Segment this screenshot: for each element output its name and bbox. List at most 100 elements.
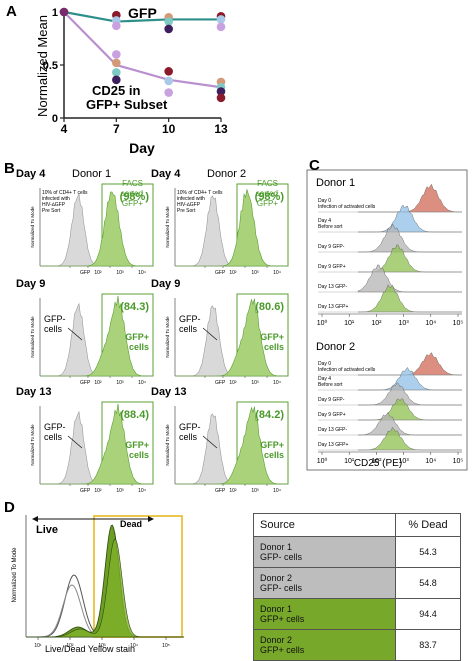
table-value-cell: 54.8: [395, 567, 461, 599]
pointer-line: [202, 327, 218, 341]
y-axis-label: Normalized To Mode: [30, 206, 35, 248]
facs-sorted-note: FACS: [122, 179, 143, 188]
gfp-histogram-panel: Day 4 Donor 2 Normalized To Mode 10² 10³ 10⁴ G…: [151, 168, 289, 276]
data-point: [164, 24, 173, 34]
pointer-line: [67, 327, 83, 341]
table-source-cell: Donor 2 GFP+ cells: [253, 629, 396, 661]
facs-sorted-note: sorted: [121, 189, 143, 198]
row-label: Day 13 GFP-: [318, 427, 348, 433]
row-label: Infection of activated cells: [318, 367, 376, 373]
y-tick-label: 0.5: [43, 60, 58, 72]
gfp-minus-label: cells: [179, 432, 198, 442]
table-value-cell: 54.3: [395, 536, 461, 568]
x-tick-label: 10⁵: [453, 320, 464, 327]
x-tick-label: 7: [113, 122, 120, 136]
y-axis-label: Normalized To Mode: [165, 424, 170, 466]
x-tick-label: 10⁴: [425, 458, 436, 465]
x-tick-label: 10¹: [344, 320, 355, 327]
data-point: [59, 7, 69, 17]
gfp-histogram-panel: Day 4 Donor 1 Normalized To Mode 10² 10³ 10⁴ G…: [16, 168, 154, 276]
gated-percent: (98%): [255, 191, 285, 203]
facs-sorted-note: sorted: [256, 189, 278, 198]
day-label: Day 9: [151, 278, 180, 290]
gfp-plus-label: GFP+: [260, 332, 284, 342]
gfp-plus-label: GFP+: [125, 440, 149, 450]
y-axis-label: Normalized To Mode: [30, 424, 35, 466]
source-line2: GFP- cells: [260, 583, 303, 593]
gfp-positive-histogram: [40, 295, 153, 377]
x-tick-label: 10⁴: [425, 320, 436, 327]
x-tick-label: 10⁴: [130, 643, 138, 649]
gfp-plus-label: GFP+: [260, 440, 284, 450]
x-tick-label: 10¹: [34, 643, 42, 649]
x-tick-label: 4: [61, 122, 68, 136]
data-point: [112, 75, 121, 85]
pre-sort-note: infected with: [177, 196, 205, 202]
pre-sort-note: infected with: [42, 196, 70, 202]
table-source-cell: Donor 1 GFP- cells: [253, 536, 396, 568]
table-value-cell: 83.7: [395, 629, 461, 661]
table-row: Donor 1 GFP- cells 54.3: [253, 536, 461, 568]
row-label: Day 4: [318, 218, 331, 224]
x-tick-label: 10³: [116, 270, 124, 276]
pre-sort-note: 10% of CD4+ T cells: [42, 190, 88, 196]
x-tick-label: 10⁰: [317, 457, 328, 465]
live-label: Live: [36, 524, 58, 536]
table-header-source: Source: [253, 513, 396, 537]
x-tick-label: 10³: [399, 320, 410, 327]
data-point: [164, 76, 173, 86]
gfp-series-label: GFP: [128, 5, 157, 21]
row-label: Day 0: [318, 361, 331, 367]
gfp-positive-histogram: [40, 403, 153, 485]
x-axis-label: GFP: [80, 270, 91, 276]
gated-percent: (88.4): [120, 409, 149, 421]
data-point: [216, 93, 226, 103]
row-label: Day 9 GFP-: [318, 244, 345, 250]
x-tick-label: 10⁵: [162, 643, 170, 649]
gfp-positive-histogram: [175, 189, 288, 267]
x-tick-label: 10²: [229, 270, 237, 276]
source-line1: Donor 1: [260, 542, 293, 552]
source-line2: GFP+ cells: [260, 645, 305, 655]
row-label: Infection of activated cells: [318, 204, 376, 210]
source-line1: Donor 2: [260, 573, 293, 583]
pre-sort-note: Pre Sort: [42, 208, 61, 214]
pre-sort-note: Pre Sort: [177, 208, 196, 214]
gfp-histogram-panel: Day 13 Normalized To Mode 10² 10³ 10⁴ GFP (88.…: [16, 386, 154, 494]
x-tick-label: 13: [214, 122, 228, 136]
facs-sorted-note: GFP+: [257, 199, 278, 208]
gfp-minus-label: cells: [44, 432, 63, 442]
donor-label: Donor 2: [207, 168, 246, 180]
gfp-plus-label: cells: [264, 342, 284, 352]
gated-percent: (84.3): [120, 301, 149, 313]
table-row: Donor 1 GFP+ cells 94.4: [253, 598, 461, 630]
table-value-cell: 94.4: [395, 598, 461, 630]
x-tick-label: 10⁴: [138, 270, 146, 276]
x-tick-label: 10²: [66, 643, 74, 649]
pre-sort-note: 10% of CD4+ T cells: [177, 190, 223, 196]
day-label: Day 13: [151, 386, 186, 398]
row-label: Day 9 GFP-: [318, 397, 345, 403]
gfp-histogram-panel: Day 9 Normalized To Mode 10² 10³ 10⁴ GFP (84.3…: [16, 278, 154, 386]
gfp-minus-label: GFP-: [44, 314, 66, 324]
x-axis-label: GFP: [215, 488, 226, 494]
gfp-minus-label: GFP-: [179, 314, 201, 324]
source-line1: Donor 1: [260, 604, 293, 614]
gfp-positive-histogram: [175, 406, 288, 485]
panel-c-letter: C: [309, 157, 320, 174]
x-tick-label: 10²: [229, 380, 237, 386]
row-label: Day 9 GFP+: [318, 412, 346, 418]
data-point: [112, 68, 121, 77]
row-label: Before sort: [318, 382, 343, 388]
table-row: Donor 2 GFP+ cells 83.7: [253, 629, 461, 661]
gated-percent: (80.6): [255, 301, 284, 313]
table-row: Donor 2 GFP- cells 54.8: [253, 567, 461, 599]
gated-percent: (98%): [120, 191, 150, 203]
x-tick-label: 10²: [94, 380, 102, 386]
panel-d-xlabel: Live/Dead Yellow stain: [45, 644, 135, 654]
pre-sort-note: HIV-∆GFP: [177, 202, 201, 208]
gfp-plus-label: GFP+: [125, 332, 149, 342]
x-axis-label: GFP: [215, 270, 226, 276]
